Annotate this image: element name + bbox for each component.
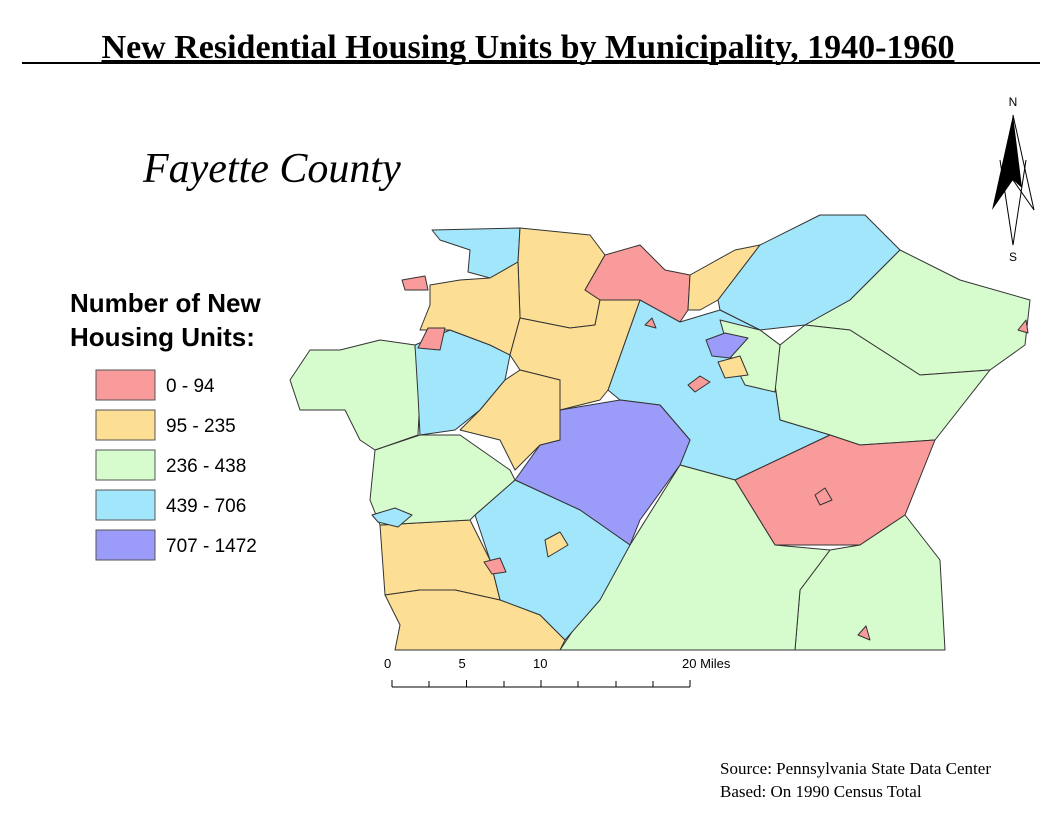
scale-label: 20 Miles (682, 656, 731, 671)
map-title: New Residential Housing Units by Municip… (102, 29, 955, 66)
municipality (289, 339, 421, 451)
legend-swatch (95, 409, 156, 441)
municipality (417, 327, 446, 351)
legend-swatch (95, 449, 156, 481)
municipality (814, 487, 833, 506)
south-label: S (1009, 250, 1017, 264)
legend-title: Housing Units: (70, 322, 255, 352)
municipality (857, 625, 871, 641)
legend-label: 0 - 94 (166, 376, 215, 397)
north-arrow: N S (992, 95, 1035, 264)
municipality (734, 434, 936, 546)
municipality (559, 464, 831, 651)
municipality (509, 299, 641, 411)
municipality (483, 557, 507, 575)
municipality (384, 589, 566, 651)
legend-title: Number of New (70, 288, 261, 318)
scale-label: 10 (533, 656, 547, 671)
legend-swatch (95, 369, 156, 401)
municipality (1017, 319, 1029, 334)
arrow-tail (999, 159, 1027, 246)
municipality (544, 531, 569, 558)
municipality (705, 332, 749, 359)
legend-label: 707 - 1472 (166, 536, 257, 557)
legend-label: 439 - 706 (166, 496, 246, 517)
legend: 0 - 94 95 - 235 236 - 438 439 - 706 707 - 14… (95, 369, 257, 561)
scale-bar: 0 5 10 20 Miles (384, 656, 731, 688)
arrow-half (1013, 115, 1022, 188)
map-subtitle: Fayette County (142, 146, 401, 192)
municipality (369, 434, 516, 526)
municipality (584, 244, 691, 323)
legend-swatch (95, 489, 156, 521)
legend-label: 236 - 438 (166, 456, 246, 477)
arrow-half (992, 115, 1013, 210)
legend-label: 95 - 235 (166, 416, 236, 437)
source-line: Source: Pennsylvania State Data Center (720, 759, 991, 778)
legend-swatch (95, 529, 156, 561)
scale-label: 5 (459, 656, 466, 671)
north-label: N (1009, 95, 1018, 109)
municipality (371, 507, 413, 528)
municipality (644, 317, 657, 329)
municipality (401, 275, 429, 291)
municipality (717, 355, 749, 379)
scale-label: 0 (384, 656, 391, 671)
source-line: Based: On 1990 Census Total (720, 782, 922, 801)
municipality (687, 375, 711, 393)
county-map (289, 214, 1031, 651)
municipality (459, 369, 561, 471)
